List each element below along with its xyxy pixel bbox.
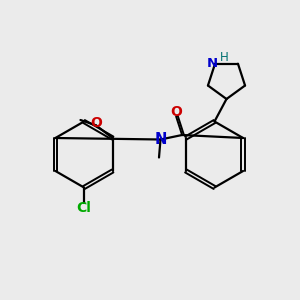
- Text: N: N: [154, 132, 167, 147]
- Text: O: O: [170, 105, 182, 118]
- Text: H: H: [220, 51, 229, 64]
- Text: Cl: Cl: [76, 202, 92, 215]
- Text: N: N: [207, 57, 218, 70]
- Text: O: O: [90, 116, 102, 130]
